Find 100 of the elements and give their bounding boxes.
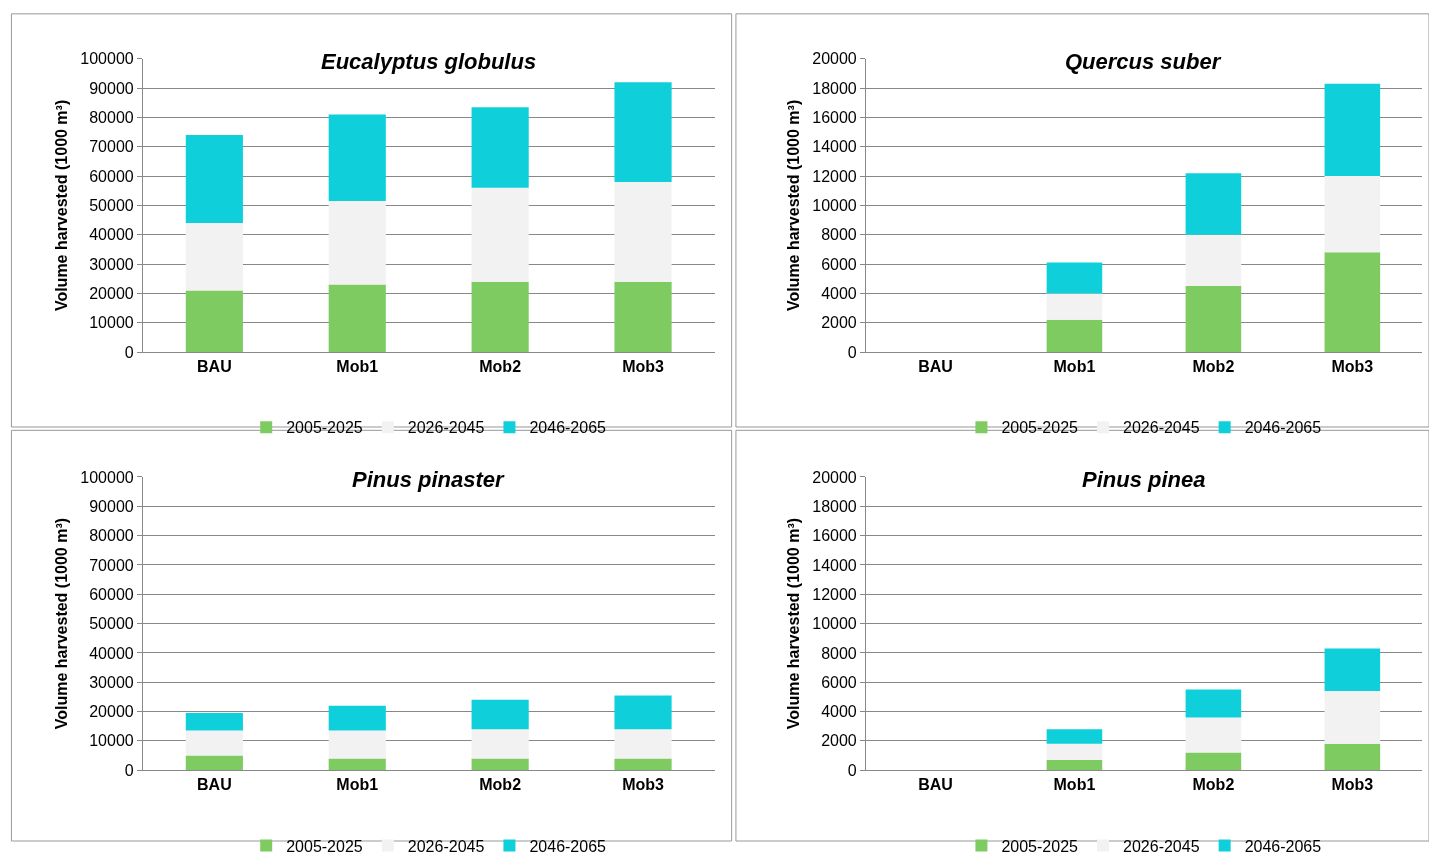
bar xyxy=(471,729,529,759)
bar xyxy=(328,705,386,731)
y-tick-label: 20000 xyxy=(812,50,857,68)
y-tick-label: 14000 xyxy=(812,556,857,574)
bar xyxy=(614,695,672,730)
bar xyxy=(614,181,672,282)
y-tick-label: 16000 xyxy=(812,527,857,545)
x-tick-label: Mob1 xyxy=(336,776,379,794)
legend-label: 2046-2065 xyxy=(529,419,607,437)
legend-label: 2026-2045 xyxy=(1123,419,1200,437)
y-tick-label: 30000 xyxy=(89,673,134,691)
x-tick-label: Mob2 xyxy=(479,358,522,376)
y-tick-label: 80000 xyxy=(89,527,134,545)
y-tick-label: 60000 xyxy=(89,167,134,185)
y-tick-label: 10000 xyxy=(812,197,857,215)
x-tick-label: Mob3 xyxy=(1331,776,1374,794)
bar xyxy=(328,114,386,202)
y-tick-label: 50000 xyxy=(89,197,134,215)
chart-title: Pinus pinaster xyxy=(352,467,506,492)
y-axis-title: Volume harvested (1000 m³) xyxy=(785,517,803,730)
bar xyxy=(328,201,386,285)
bar xyxy=(185,290,243,353)
y-tick-label: 70000 xyxy=(89,556,134,574)
bar xyxy=(328,730,386,759)
bar xyxy=(1046,319,1103,353)
x-tick-label: Mob1 xyxy=(1053,776,1096,794)
bar xyxy=(185,755,243,771)
bar xyxy=(1324,691,1381,744)
bar xyxy=(328,284,386,353)
bar xyxy=(614,729,672,759)
bar xyxy=(1046,759,1103,771)
y-tick-label: 100000 xyxy=(80,50,134,68)
y-tick-label: 20000 xyxy=(89,284,134,302)
y-tick-label: 16000 xyxy=(812,109,857,127)
y-tick-label: 10000 xyxy=(89,314,134,332)
legend-label: 2005-2025 xyxy=(286,419,363,437)
x-tick-label: Mob3 xyxy=(622,776,665,794)
y-tick-label: 6000 xyxy=(821,255,857,273)
x-tick-label: Mob2 xyxy=(1192,358,1235,376)
x-tick-label: Mob2 xyxy=(479,776,522,794)
bar xyxy=(1324,83,1381,177)
bar xyxy=(1185,173,1242,235)
bar xyxy=(1185,286,1242,353)
x-tick-label: BAU xyxy=(197,358,232,376)
y-tick-label: 40000 xyxy=(89,226,134,244)
x-tick-label: BAU xyxy=(918,776,953,794)
x-tick-label: Mob1 xyxy=(336,358,379,376)
y-tick-label: 6000 xyxy=(821,673,857,691)
y-tick-label: 0 xyxy=(847,343,857,361)
bar xyxy=(1185,234,1242,287)
bar xyxy=(1185,752,1242,771)
x-tick-label: BAU xyxy=(197,776,232,794)
bar xyxy=(471,281,529,353)
x-tick-label: Mob3 xyxy=(622,358,665,376)
y-tick-label: 10000 xyxy=(89,732,134,750)
bar xyxy=(1324,648,1381,692)
y-tick-label: 100000 xyxy=(80,468,134,486)
chart-title: Pinus pinea xyxy=(1082,467,1206,492)
bar xyxy=(185,730,243,756)
y-tick-label: 2000 xyxy=(821,314,857,332)
bar xyxy=(1185,689,1242,718)
y-tick-label: 18000 xyxy=(812,497,857,515)
legend-label: 2026-2045 xyxy=(1123,837,1200,855)
y-tick-label: 14000 xyxy=(812,138,857,156)
y-tick-label: 50000 xyxy=(89,615,134,633)
bar xyxy=(185,713,243,731)
chart-title: Eucalyptus globulus xyxy=(321,49,537,74)
y-tick-label: 60000 xyxy=(89,585,134,603)
x-tick-label: Mob2 xyxy=(1192,776,1235,794)
y-tick-label: 12000 xyxy=(812,585,857,603)
y-tick-label: 90000 xyxy=(89,497,134,515)
y-tick-label: 18000 xyxy=(812,79,857,97)
y-tick-label: 8000 xyxy=(821,644,857,662)
y-axis-title: Volume harvested (1000 m³) xyxy=(53,99,71,312)
bar xyxy=(614,758,672,771)
y-tick-label: 0 xyxy=(124,343,134,361)
bar xyxy=(1185,717,1242,753)
y-tick-label: 80000 xyxy=(89,109,134,127)
x-tick-label: Mob3 xyxy=(1331,358,1374,376)
bar xyxy=(328,758,386,771)
legend-label: 2046-2065 xyxy=(1244,837,1322,855)
y-tick-label: 20000 xyxy=(89,703,134,721)
y-tick-label: 4000 xyxy=(821,284,857,302)
bar xyxy=(185,223,243,291)
bar xyxy=(614,281,672,353)
y-tick-label: 0 xyxy=(124,761,134,779)
y-tick-label: 40000 xyxy=(89,644,134,662)
y-axis-title: Volume harvested (1000 m³) xyxy=(53,517,71,730)
y-tick-label: 2000 xyxy=(821,732,857,750)
bar xyxy=(614,82,672,182)
x-tick-label: Mob1 xyxy=(1053,358,1096,376)
bar xyxy=(471,699,529,730)
legend-label: 2026-2045 xyxy=(407,837,485,855)
legend-label: 2046-2065 xyxy=(1244,419,1322,437)
legend-label: 2026-2045 xyxy=(407,419,485,437)
y-tick-label: 8000 xyxy=(821,226,857,244)
legend-label: 2005-2025 xyxy=(1001,419,1079,437)
y-tick-label: 90000 xyxy=(89,79,134,97)
chart-title: Quercus suber xyxy=(1065,49,1222,74)
bar xyxy=(185,135,243,224)
